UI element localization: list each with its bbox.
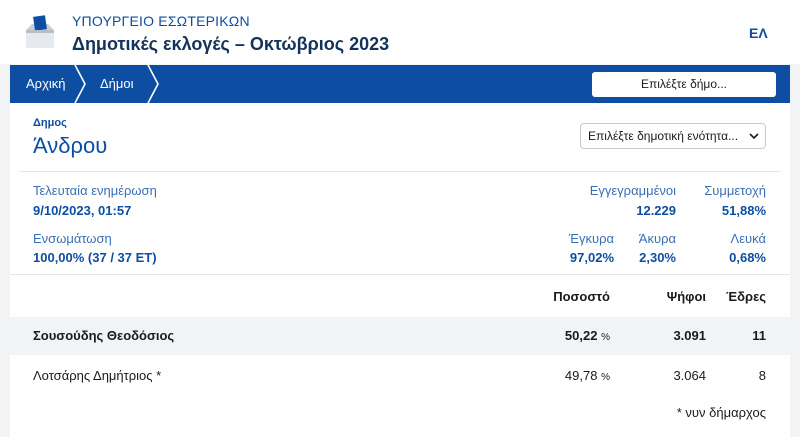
site-header: ΥΠΟΥΡΓΕΙΟ ΕΣΩΤΕΡΙΚΩΝ Δημοτικές εκλογές –… — [0, 0, 800, 64]
candidate-percent: 49,78 % — [540, 357, 610, 395]
percent-value: 49,78 — [564, 368, 598, 383]
last-update-label: Τελευταία ενημέρωση — [33, 183, 157, 198]
invalid-value: 2,30% — [639, 250, 676, 265]
candidate-name: Λοτσάρης Δημήτριος * — [33, 368, 162, 383]
municipality-label: Δημος — [33, 117, 67, 129]
valid-label: Έγκυρα — [568, 231, 614, 246]
turnout-label: Συμμετοχή — [704, 183, 766, 198]
breadcrumb-municipalities[interactable]: Δήμοι — [100, 76, 134, 91]
blank-value: 0,68% — [729, 250, 766, 265]
invalid-label: Άκυρα — [638, 231, 676, 246]
chevron-right-icon — [147, 65, 159, 103]
municipal-unit-select-value: Επιλέξτε δημοτική ενότητα... — [588, 129, 739, 143]
candidate-percent: 50,22 % — [540, 317, 610, 355]
candidate-name: Σουσούδης Θεοδόσιος — [33, 328, 175, 343]
breadcrumb: Αρχική Δήμοι Επιλέξτε δήμο... — [10, 65, 790, 103]
integration-value: 100,00% (37 / 37 ΕΤ) — [33, 250, 157, 265]
column-header-percent: Ποσοστό — [553, 289, 610, 304]
page-title: Άνδρου — [33, 133, 108, 158]
ministry-name: ΥΠΟΥΡΓΕΙΟ ΕΣΩΤΕΡΙΚΩΝ — [72, 13, 250, 29]
registered-label: Εγγεγραμμένοι — [589, 183, 676, 198]
percent-unit: % — [601, 332, 610, 343]
integration-label: Ενσωμάτωση — [33, 231, 112, 246]
municipal-unit-select[interactable]: Επιλέξτε δημοτική ενότητα... — [580, 123, 766, 149]
registered-value: 12.229 — [636, 203, 676, 218]
footnote: * νυν δήμαρχος — [676, 405, 766, 420]
divider — [10, 274, 790, 275]
divider — [20, 171, 780, 172]
election-title[interactable]: Δημοτικές εκλογές – Οκτώβριος 2023 — [72, 34, 390, 54]
table-row: Λοτσάρης Δημήτριος * 49,78 % 3.064 8 — [10, 357, 790, 395]
candidate-votes: 3.064 — [673, 368, 706, 383]
chevron-right-icon — [74, 65, 86, 103]
last-update-value: 9/10/2023, 01:57 — [33, 203, 132, 218]
breadcrumb-home[interactable]: Αρχική — [26, 76, 66, 91]
language-switch[interactable]: ΕΛ — [749, 25, 768, 41]
percent-unit: % — [601, 372, 610, 383]
candidate-seats: 8 — [758, 368, 766, 383]
select-municipality-button[interactable]: Επιλέξτε δήμο... — [592, 72, 776, 97]
chevron-down-icon — [749, 133, 759, 140]
ballot-box-icon — [26, 15, 54, 48]
column-header-votes: Ψήφοι — [666, 289, 706, 304]
candidate-seats: 11 — [752, 328, 766, 343]
percent-value: 50,22 — [564, 328, 598, 343]
blank-label: Λευκά — [730, 231, 766, 246]
column-header-seats: Έδρες — [726, 289, 766, 304]
turnout-value: 51,88% — [721, 203, 766, 218]
candidate-votes: 3.091 — [673, 328, 706, 343]
valid-value: 97,02% — [569, 250, 614, 265]
table-row: Σουσούδης Θεοδόσιος 50,22 % 3.091 11 — [10, 317, 790, 355]
results-card: Δημος Άνδρου Επιλέξτε δημοτική ενότητα..… — [10, 103, 790, 437]
